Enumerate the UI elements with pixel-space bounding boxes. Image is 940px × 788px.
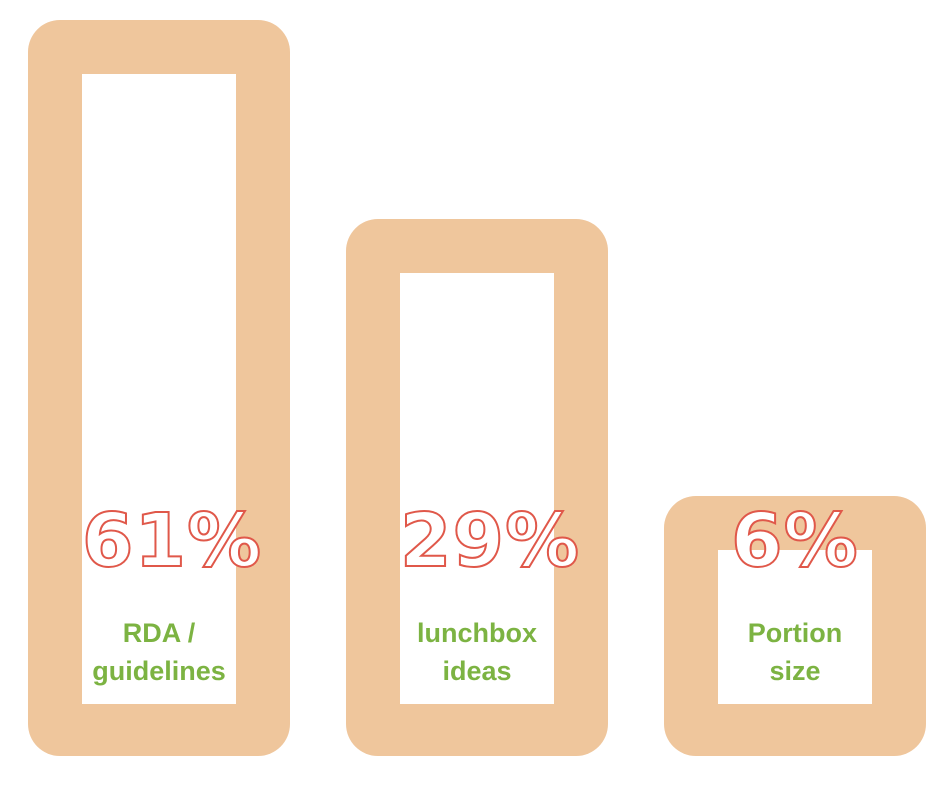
value-label: 61% — [81, 498, 263, 584]
value-label: 6% — [730, 498, 859, 584]
category-label: Portion size — [747, 618, 843, 686]
bar: 61% RDA / guidelines — [28, 20, 290, 756]
category-label: lunchbox ideas — [417, 617, 537, 686]
bar-inner: 6% Portion size — [718, 503, 872, 704]
value-label: 29% — [399, 497, 581, 584]
bar-inner: 29% lunchbox ideas — [399, 272, 581, 704]
bar: 6% Portion size — [664, 496, 926, 756]
category-label: RDA / guidelines — [92, 618, 226, 686]
bar-inner: 61% RDA / guidelines — [81, 74, 263, 704]
bar: 29% lunchbox ideas — [346, 218, 608, 756]
